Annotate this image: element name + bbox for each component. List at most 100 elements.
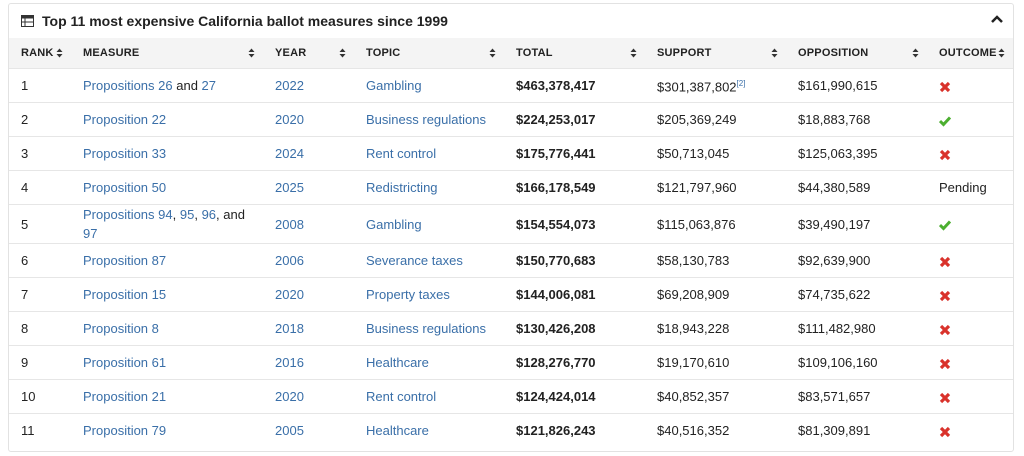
- measure-cell: Proposition 87: [71, 243, 263, 278]
- topic-link[interactable]: Rent control: [366, 146, 437, 161]
- year-cell: 2020: [263, 379, 354, 414]
- column-header[interactable]: TOPIC: [354, 38, 504, 69]
- measure-link[interactable]: 95: [179, 207, 195, 222]
- year-link[interactable]: 2022: [275, 78, 304, 93]
- measure-link[interactable]: Proposition 33: [83, 146, 167, 161]
- table-row: 8 Proposition 8 2018 Business regulations $1…: [9, 311, 1013, 346]
- topic-link[interactable]: Gambling: [366, 78, 422, 93]
- column-label: SUPPORT: [657, 47, 712, 59]
- measure-text: ,: [172, 207, 180, 222]
- cross-icon: [939, 358, 951, 369]
- year-link[interactable]: 2025: [275, 180, 304, 195]
- sort-icon[interactable]: [771, 48, 778, 58]
- measure-link[interactable]: Propositions 94: [83, 207, 173, 222]
- topic-link[interactable]: Business regulations: [366, 112, 486, 127]
- year-cell: 2024: [263, 136, 354, 171]
- sort-icon[interactable]: [912, 48, 919, 58]
- outcome-cell: [927, 413, 1013, 447]
- measure-link[interactable]: Proposition 8: [83, 321, 159, 336]
- measure-link[interactable]: Proposition 61: [83, 355, 167, 370]
- measure-link[interactable]: Proposition 15: [83, 287, 167, 302]
- column-label: TOPIC: [366, 47, 401, 59]
- rank-cell: 7: [9, 277, 71, 312]
- outcome-cell: [927, 204, 1013, 244]
- header-row: RANK MEASURE YEAR TOPIC TOTAL SUPPORT OPPOSITI…: [9, 38, 1013, 69]
- support-cell: $40,516,352: [645, 413, 786, 447]
- measure-cell: Proposition 21: [71, 379, 263, 414]
- column-header[interactable]: OPPOSITION: [786, 38, 927, 69]
- year-link[interactable]: 2018: [275, 321, 304, 336]
- topic-link[interactable]: Healthcare: [366, 355, 429, 370]
- topic-link[interactable]: Property taxes: [366, 287, 450, 302]
- measure-link[interactable]: Proposition 50: [83, 180, 167, 195]
- opposition-cell: $74,735,622: [786, 277, 927, 312]
- column-header[interactable]: SUPPORT: [645, 38, 786, 69]
- measure-link[interactable]: 27: [201, 78, 217, 93]
- column-header[interactable]: YEAR: [263, 38, 354, 69]
- rank-cell: 3: [9, 136, 71, 171]
- collapse-toggle[interactable]: [991, 14, 1003, 24]
- year-link[interactable]: 2016: [275, 355, 304, 370]
- topic-link[interactable]: Healthcare: [366, 423, 429, 438]
- footnote-ref[interactable]: [2]: [736, 79, 746, 89]
- year-link[interactable]: 2020: [275, 287, 304, 302]
- year-cell: 2022: [263, 68, 354, 103]
- opposition-cell: $92,639,900: [786, 243, 927, 278]
- sort-icon[interactable]: [630, 48, 637, 58]
- topic-link[interactable]: Redistricting: [366, 180, 438, 195]
- opposition-cell: $39,490,197: [786, 204, 927, 244]
- column-header[interactable]: RANK: [9, 38, 71, 69]
- column-header[interactable]: MEASURE: [71, 38, 263, 69]
- table-row: 3 Proposition 33 2024 Rent control $175,776,…: [9, 136, 1013, 171]
- sort-icon[interactable]: [56, 48, 63, 58]
- year-link[interactable]: 2020: [275, 112, 304, 127]
- measure-link[interactable]: Proposition 79: [83, 423, 167, 438]
- support-cell: $18,943,228: [645, 311, 786, 346]
- table-row: 2 Proposition 22 2020 Business regulations $…: [9, 102, 1013, 137]
- opposition-cell: $109,106,160: [786, 345, 927, 380]
- measure-cell: Propositions 94, 95, 96, and 97: [71, 204, 263, 244]
- topic-link[interactable]: Severance taxes: [366, 253, 463, 268]
- measure-link[interactable]: Proposition 22: [83, 112, 167, 127]
- support-cell: $205,369,249: [645, 102, 786, 137]
- measure-link[interactable]: Propositions 26: [83, 78, 173, 93]
- rank-cell: 1: [9, 68, 71, 103]
- measure-cell: Proposition 79: [71, 413, 263, 447]
- topic-link[interactable]: Business regulations: [366, 321, 486, 336]
- support-value: $19,170,610: [657, 355, 730, 370]
- measure-link[interactable]: Proposition 87: [83, 253, 167, 268]
- measure-link[interactable]: 96: [201, 207, 217, 222]
- measure-cell: Proposition 50: [71, 170, 263, 205]
- year-link[interactable]: 2005: [275, 423, 304, 438]
- year-link[interactable]: 2024: [275, 146, 304, 161]
- opposition-cell: $161,990,615: [786, 68, 927, 103]
- topic-link[interactable]: Gambling: [366, 216, 422, 232]
- total-cell: $144,006,081: [504, 277, 645, 312]
- table-icon: [21, 15, 34, 27]
- sort-icon[interactable]: [998, 48, 1005, 58]
- rank-cell: 4: [9, 170, 71, 205]
- cross-icon: [939, 290, 951, 301]
- table-card: Top 11 most expensive California ballot …: [8, 3, 1014, 452]
- outcome-cell: [927, 345, 1013, 380]
- cross-icon: [939, 426, 951, 437]
- table-body: 1 Propositions 26 and 27 2022 Gambling $463,…: [9, 68, 1013, 447]
- year-link[interactable]: 2008: [275, 216, 304, 232]
- column-label: TOTAL: [516, 47, 553, 59]
- year-link[interactable]: 2020: [275, 389, 304, 404]
- outcome-cell: [927, 379, 1013, 414]
- column-header[interactable]: OUTCOME: [927, 38, 1013, 69]
- measure-link[interactable]: Proposition 21: [83, 389, 167, 404]
- column-header[interactable]: TOTAL: [504, 38, 645, 69]
- sort-icon[interactable]: [339, 48, 346, 58]
- support-cell: $69,208,909: [645, 277, 786, 312]
- sort-icon[interactable]: [248, 48, 255, 58]
- table-row: 10 Proposition 21 2020 Rent control $124,424…: [9, 379, 1013, 414]
- sort-icon[interactable]: [489, 48, 496, 58]
- year-link[interactable]: 2006: [275, 253, 304, 268]
- support-value: $115,063,876: [657, 216, 736, 232]
- year-cell: 2025: [263, 170, 354, 205]
- measure-link[interactable]: 97: [83, 226, 98, 241]
- topic-link[interactable]: Rent control: [366, 389, 437, 404]
